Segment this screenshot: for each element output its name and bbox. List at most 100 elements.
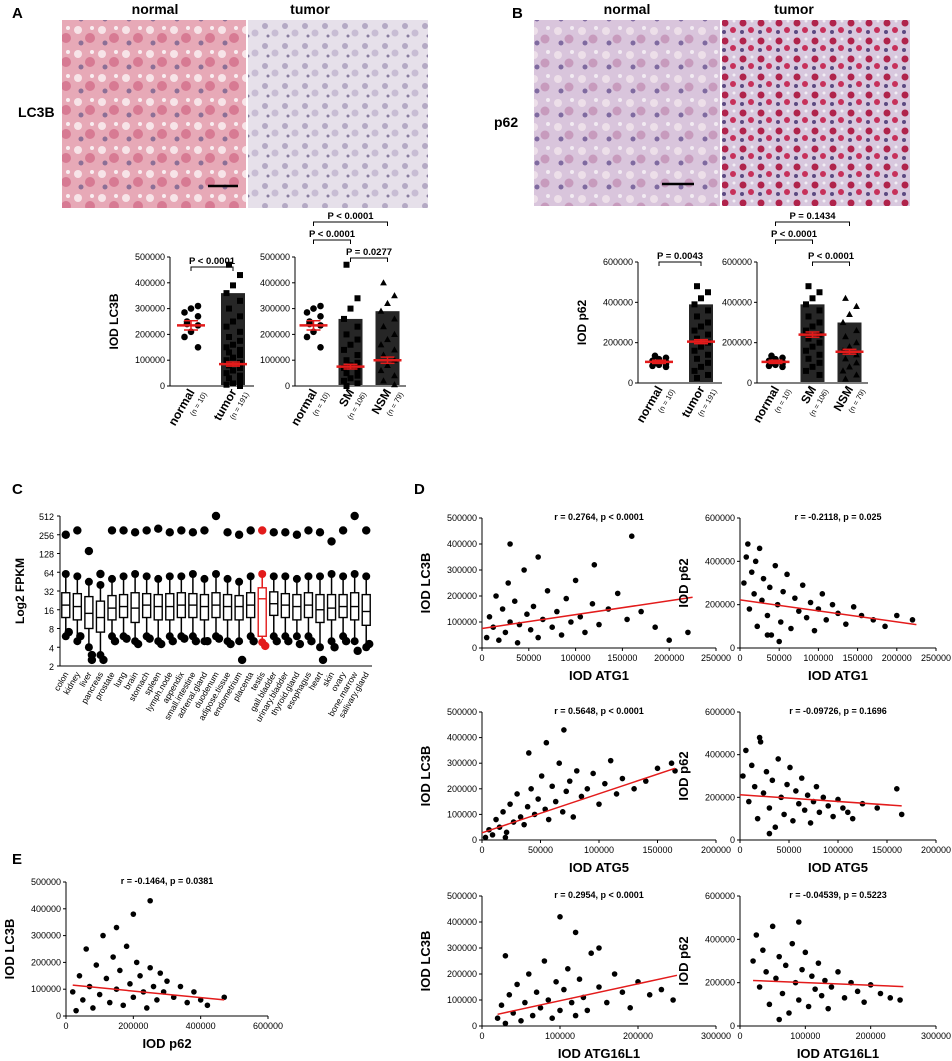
- data-point: [549, 624, 555, 630]
- outlier-point: [203, 637, 212, 646]
- data-point: [816, 289, 823, 296]
- data-point: [662, 363, 670, 371]
- x-tick-label: 200000: [882, 653, 912, 663]
- y-tick-label: 200000: [705, 978, 735, 988]
- data-point: [343, 383, 350, 389]
- data-point: [799, 582, 806, 588]
- data-point: [543, 739, 550, 746]
- data-point: [776, 1016, 782, 1023]
- data-point: [69, 989, 76, 995]
- data-point: [493, 593, 499, 599]
- x-tick-label: 100000: [823, 845, 853, 855]
- data-point: [157, 970, 164, 976]
- x-tick-label: 100000: [584, 845, 614, 855]
- correlation-label: r = -0.09726, p = 0.1696: [789, 706, 887, 716]
- data-point: [489, 832, 496, 838]
- outlier-point: [119, 526, 128, 535]
- panel-a-dotplot-subgroups: 0100000200000300000400000500000normal(n …: [260, 211, 406, 428]
- data-point: [552, 798, 559, 805]
- data-point: [658, 986, 665, 993]
- y-tick-label: 0: [747, 378, 752, 388]
- y-axis-label: IOD LC3B: [418, 746, 433, 807]
- data-point: [802, 949, 809, 956]
- data-point: [549, 783, 555, 790]
- data-point: [698, 295, 704, 302]
- y-tick-label: 300000: [447, 758, 477, 768]
- data-point: [792, 595, 798, 601]
- significance-bracket: [313, 239, 351, 244]
- data-point: [898, 811, 905, 818]
- data-point: [572, 929, 579, 936]
- data-point: [741, 580, 747, 586]
- data-point: [753, 932, 760, 938]
- x-tick-label: 300000: [921, 1031, 951, 1041]
- whisker-end-dot: [304, 572, 313, 581]
- whisker-end-dot: [292, 632, 301, 641]
- data-point: [584, 786, 591, 792]
- outlier-point: [133, 639, 143, 649]
- panel-b-tumor-title: tumor: [774, 1, 814, 17]
- data-point: [793, 788, 799, 794]
- data-point: [756, 734, 763, 741]
- data-point: [845, 809, 851, 816]
- y-tick-label: 0: [472, 1021, 477, 1031]
- data-point: [538, 773, 545, 779]
- outlier-point: [223, 528, 232, 537]
- data-point: [789, 940, 796, 947]
- data-point: [780, 588, 786, 595]
- y-tick-label: 200000: [722, 338, 752, 348]
- x-tick-label: 200000: [921, 845, 951, 855]
- x-axis-label: IOD ATG5: [569, 860, 629, 875]
- box: [234, 594, 244, 621]
- data-point: [526, 971, 532, 977]
- data-point: [627, 1005, 633, 1011]
- outlier-point: [338, 526, 348, 535]
- whisker-end-dot: [154, 574, 163, 583]
- data-point: [93, 962, 100, 968]
- data-point: [809, 295, 816, 302]
- data-point: [590, 770, 596, 777]
- data-point: [303, 309, 311, 316]
- data-point: [835, 969, 841, 975]
- data-point: [380, 279, 387, 286]
- y-tick-label: 500000: [447, 891, 477, 901]
- data-point: [853, 302, 860, 309]
- data-point: [570, 814, 577, 820]
- data-point: [764, 632, 771, 638]
- y-axis-label: IOD LC3B: [418, 553, 433, 614]
- data-point: [183, 318, 191, 325]
- data-point: [181, 309, 188, 316]
- correlation-label: r = 0.2954, p < 0.0001: [554, 890, 644, 900]
- data-point: [840, 805, 846, 811]
- y-tick-label: 400000: [31, 904, 61, 914]
- data-point: [103, 975, 110, 982]
- data-point: [558, 632, 565, 638]
- data-point: [613, 791, 620, 797]
- correlation-label: r = -0.2118, p = 0.025: [794, 512, 881, 522]
- y-axis-label: IOD p62: [676, 751, 691, 800]
- y-tick-label: 600000: [705, 891, 735, 901]
- significance-bracket: [313, 221, 388, 226]
- data-point: [828, 984, 835, 990]
- data-point: [760, 947, 766, 953]
- data-point: [854, 988, 861, 995]
- data-point: [619, 775, 626, 782]
- y-tick-label: 0: [160, 381, 165, 391]
- panel-c-letter: C: [12, 481, 23, 498]
- whisker-end-dot: [61, 569, 70, 578]
- data-point: [582, 629, 588, 636]
- data-point: [591, 562, 598, 568]
- data-point: [154, 997, 160, 1003]
- data-point: [705, 289, 711, 296]
- y-tick-label: 400000: [722, 297, 752, 307]
- data-point: [522, 999, 528, 1006]
- data-point: [498, 1002, 505, 1008]
- panel-b-letter: B: [512, 5, 523, 22]
- data-point: [147, 897, 153, 904]
- outlier-point: [130, 528, 140, 537]
- data-point: [526, 750, 532, 756]
- significance-bracket: [775, 239, 813, 244]
